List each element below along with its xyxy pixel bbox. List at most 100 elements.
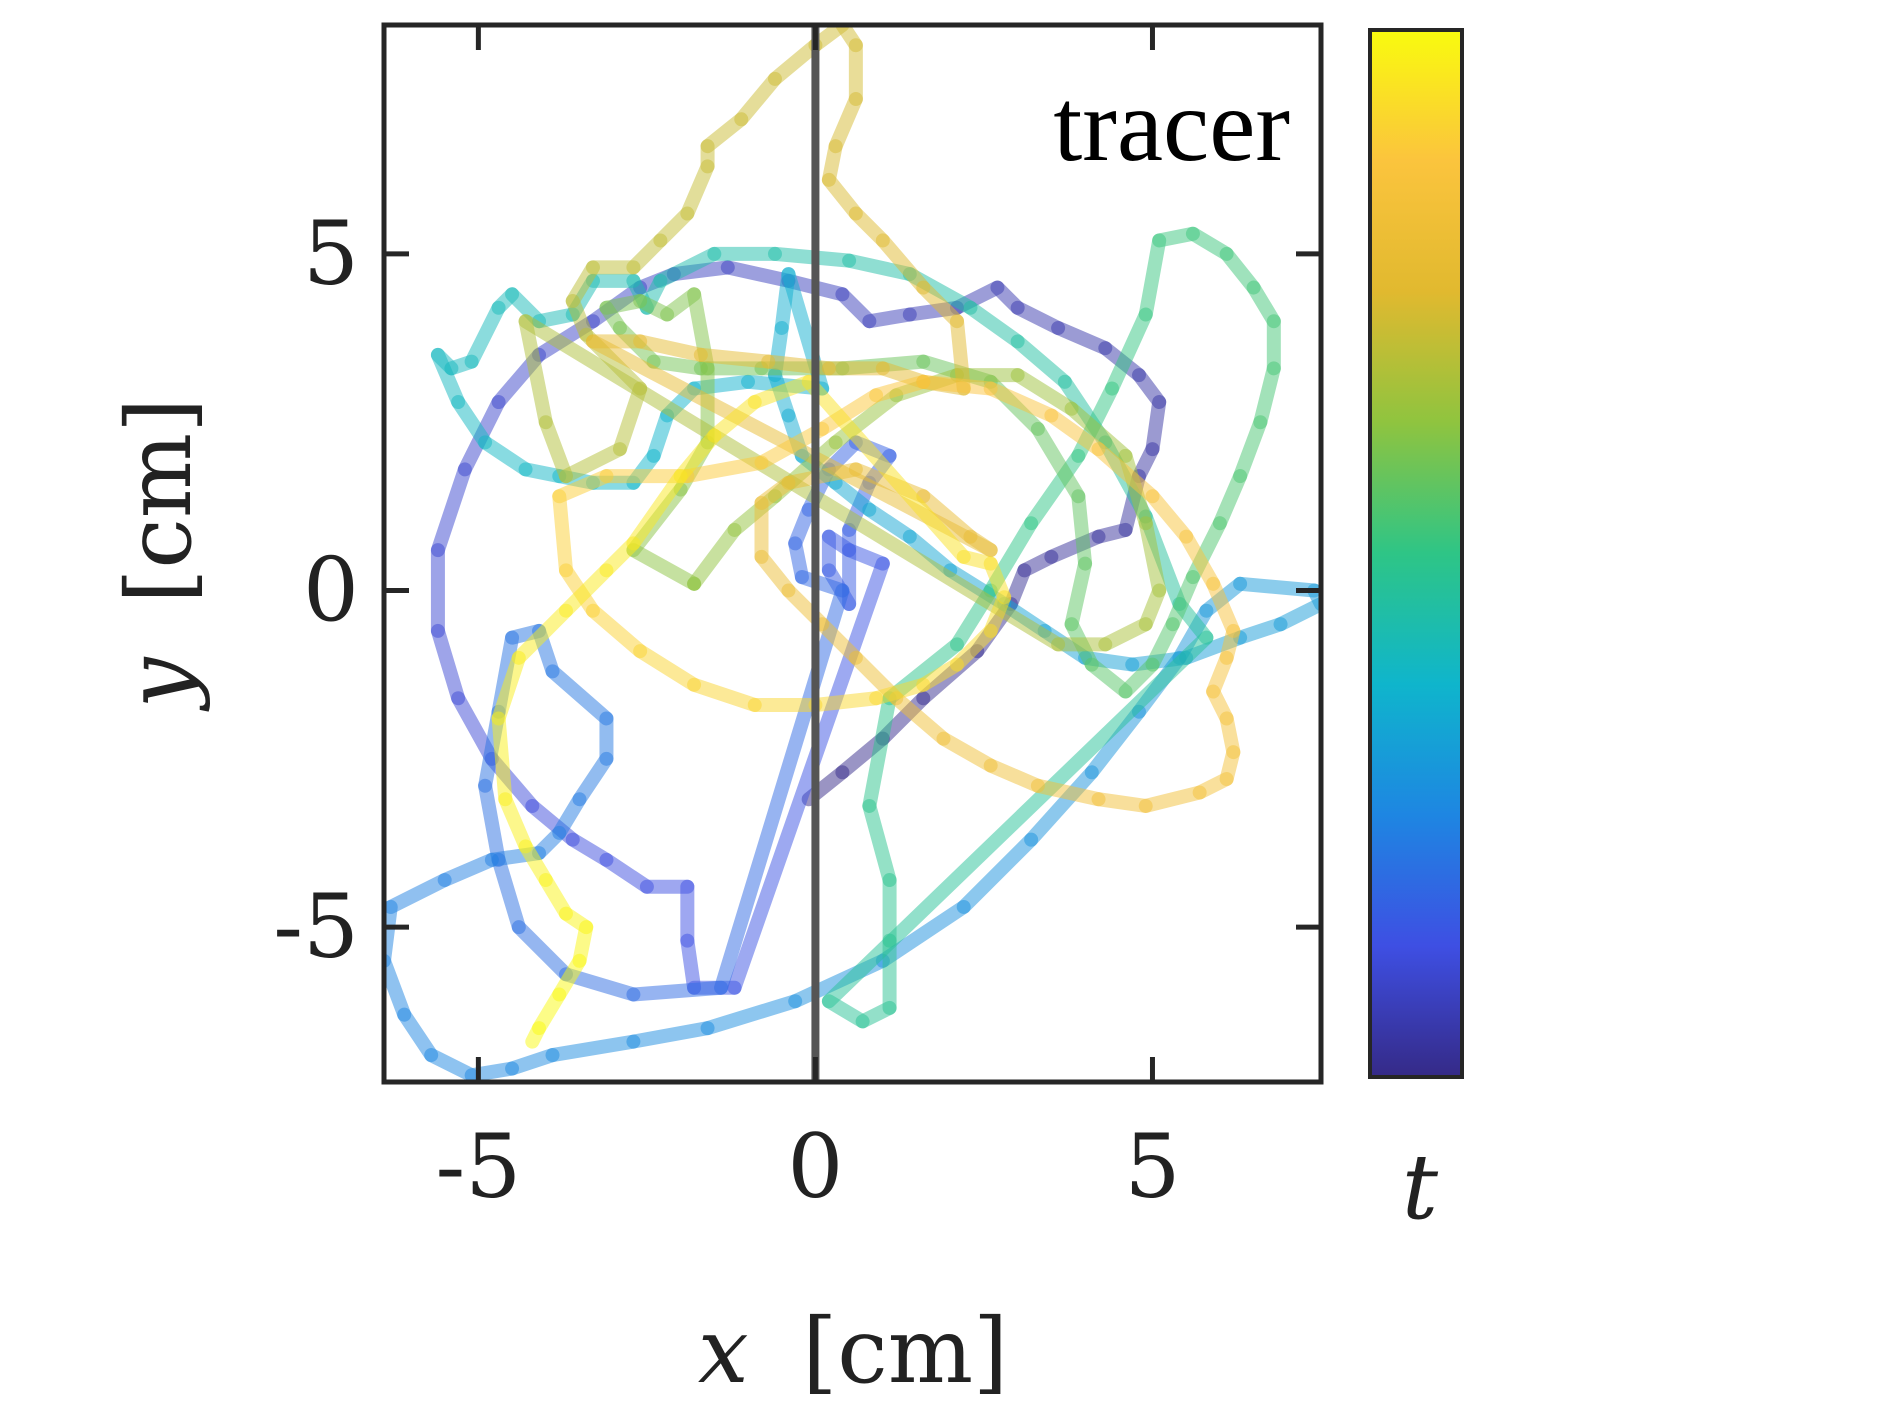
x-tick-label-2: 5 [1124,1115,1180,1218]
trajectory-segment-118 [451,395,493,450]
trajectory-segment-169 [1064,556,1093,632]
trajectory-segment-237 [916,489,978,544]
x-axis-label: x [cm] [698,1299,1008,1404]
trajectory-segment-242 [754,549,796,598]
trajectory-segment-233 [633,334,708,362]
trajectory-segment-100 [902,529,958,578]
trajectory-segment-293 [491,711,513,807]
trajectory-segment-277 [808,691,884,712]
trajectory-segment-58 [511,920,574,982]
trajectory-segment-122 [464,300,506,369]
trajectory-segment-93 [1233,617,1288,645]
trajectory-segment-231 [761,354,836,376]
trajectory-segment-195 [1010,368,1079,416]
trajectory-segment-260 [1145,489,1194,544]
trajectory-segment-278 [869,677,931,706]
trajectory-segment-215 [700,112,749,154]
plot-frame [381,22,1324,1085]
trajectory-segment-14 [1051,320,1113,356]
trajectory-segment-15 [1010,300,1066,335]
trajectory-segment-287 [673,428,722,484]
trajectory-segment-246 [889,691,951,746]
trajectory-segment-291 [511,603,574,665]
trajectory-segment-225 [875,233,931,295]
trajectory-segment-74 [384,953,412,1022]
trajectory-segment-22 [720,260,796,288]
trajectory-segment-130 [653,246,722,288]
trajectory-segment-263 [983,381,1059,423]
trajectory-segment-29 [430,462,472,558]
trajectory-segment-217 [767,38,823,86]
x-axis-ticks: -5 0 5 [436,25,1180,1218]
trajectory-segment-117 [478,435,533,477]
trajectory-segment-284 [801,374,971,564]
trajectory-segment-102 [828,475,877,517]
trajectory-segment-249 [1030,778,1106,807]
y-axis-label: y [cm] [107,398,212,712]
trajectory-segment-273 [585,603,648,659]
trajectory-segment-232 [693,347,776,369]
trajectory-segment-213 [680,159,715,221]
trajectory-segment-7 [1044,529,1106,564]
trajectory-segment-288 [626,469,688,551]
trajectory-segment-56 [626,980,729,1002]
trajectory-segment-65 [545,664,614,726]
trajectory-segment-264 [916,374,998,396]
trajectory-segment-200 [1098,617,1153,652]
trajectory-segment-60 [478,778,506,867]
trajectory-segment-275 [687,677,762,712]
x-axis-label-unit: [cm] [802,1299,1008,1404]
trajectory-segment-79 [545,1034,641,1063]
trajectory-segment-165 [1145,617,1180,672]
trajectory-segment-171 [1030,421,1086,504]
trajectory-segment-227 [949,314,971,396]
trajectory-segment-133 [842,253,917,282]
trajectory-segment-250 [1091,792,1153,813]
trajectory-segment-204 [538,415,574,484]
trajectory-segment-177 [646,354,708,376]
y-axis-ticks: -5 0 5 [273,202,1321,978]
trajectory-segment-135 [963,300,1025,349]
trajectory-segment-268 [680,455,769,484]
y-tick-label-1: 0 [303,539,359,642]
colorbar-label: t [1402,1135,1439,1240]
trajectory-segment-203 [518,314,553,430]
trajectory-segment-81 [700,994,803,1036]
trajectory-segment-205 [559,442,627,484]
trajectory-segment-206 [612,381,648,457]
trajectory-segment-160 [1253,361,1281,430]
trajectory-segment-31 [430,623,466,706]
trajectory-segment-151 [1024,448,1086,531]
trajectory-segment-55 [714,583,850,995]
trajectory-segment-39 [680,933,702,995]
trajectory-segment-270 [552,469,614,504]
trajectory-segment-259 [1179,529,1221,591]
x-tick-label-1: 0 [787,1115,843,1218]
trajectory-segment-216 [734,71,782,127]
trajectory-segment-71 [437,852,499,888]
trajectory-segment-187 [626,543,702,591]
trajectory-segment-147 [862,691,897,813]
trajectory-segment-84 [956,832,1039,914]
trajectory-segment-265 [869,374,931,403]
trajectory-segment-248 [983,758,1045,793]
trajectory-segment-80 [626,1021,715,1049]
y-axis-label-var: y [107,656,212,712]
trajectory-segment-41 [727,556,890,995]
trajectory-series-group [384,25,1321,1082]
trajectory-segment-112 [646,408,675,463]
trajectory-segment-154 [1138,233,1167,322]
trajectory-segment-262 [1044,408,1106,457]
trajectory-segment-290 [559,563,614,618]
trajectory-segment-274 [633,644,702,692]
trajectory-segment-85 [1024,765,1099,847]
y-axis-label-unit: [cm] [107,398,212,604]
trajectory-segment-54 [794,570,850,598]
trajectory-segment-36 [599,852,654,894]
trajectory-segment-261 [1091,442,1160,504]
trajectory-segment-292 [491,650,526,726]
trajectory-segment-146 [862,798,897,888]
trajectory-segment-59 [491,852,526,935]
trajectory-segment-285 [747,374,816,410]
trajectory-segment-226 [916,280,964,329]
